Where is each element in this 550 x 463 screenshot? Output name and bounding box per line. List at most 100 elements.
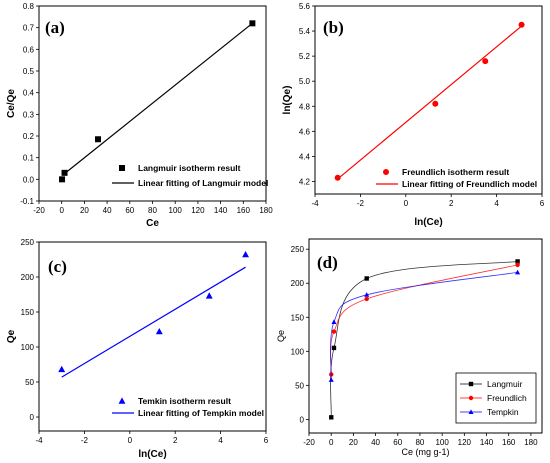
legend-swatch-marker [119, 165, 125, 171]
y-tick-label: 4.6 [299, 127, 311, 136]
y-tick-label: 0.3 [23, 110, 35, 119]
y-axis-label: ln(Qe) [282, 86, 293, 115]
y-tick-label: 0.2 [23, 132, 35, 141]
data-point [155, 328, 163, 335]
series-1 [62, 22, 253, 176]
data-point [334, 174, 341, 181]
y-tick-label: 50 [25, 378, 34, 387]
data-point [205, 292, 213, 299]
y-axis-label: Qe [276, 330, 286, 342]
data-point [329, 415, 334, 420]
legend: Temkin isotherm result Linear fitting of … [112, 396, 264, 418]
x-tick-label: 100 [169, 206, 183, 215]
legend-label: Linear fitting of Langmuir model [138, 178, 268, 188]
x-tick-label: -4 [311, 199, 319, 208]
y-tick-label: 50 [295, 381, 304, 390]
legend-label: Langmuir [487, 379, 523, 389]
series-0 [58, 251, 250, 373]
plot-frame [314, 5, 543, 195]
y-tick-label: 250 [21, 238, 35, 247]
x-tick-label: 180 [259, 206, 273, 215]
y-tick-label: 0.8 [23, 2, 35, 11]
y-tick-label: 150 [291, 313, 305, 322]
fit-line [62, 22, 253, 176]
x-tick-label: 6 [540, 199, 545, 208]
data-point [331, 345, 337, 351]
x-tick-label: 0 [329, 438, 334, 447]
y-tick-label: 100 [291, 347, 305, 356]
series-1 [337, 25, 522, 180]
x-tick-label: 180 [524, 438, 538, 447]
x-axis-label: ln(Ce) [138, 449, 166, 460]
x-tick-label: 20 [80, 206, 89, 215]
y-tick-label: 0.0 [23, 175, 35, 184]
data-point [58, 365, 66, 373]
data-point [515, 269, 521, 275]
series-1 [329, 262, 520, 377]
data-point [364, 292, 370, 297]
y-tick-label: -0.1 [20, 197, 34, 206]
y-axis-label: Ce/Qe [6, 89, 17, 118]
y-axis-label: Qe [6, 329, 17, 343]
y-tick-label: 0.5 [23, 67, 35, 76]
y-tick-label: 0 [30, 413, 35, 422]
data-point [364, 296, 369, 302]
x-tick-label: 0 [128, 436, 133, 445]
x-tick-label: 0 [404, 199, 409, 208]
fit-line [337, 25, 522, 180]
y-tick-label: 200 [291, 279, 305, 288]
x-tick-label: -20 [33, 206, 45, 215]
y-tick-label: 200 [21, 273, 35, 282]
legend-swatch-marker [383, 169, 389, 175]
legend: Langmuir isotherm result Linear fitting o… [112, 163, 268, 188]
data-point [518, 21, 525, 28]
y-tick-label: 100 [21, 343, 35, 352]
x-tick-label: 140 [214, 206, 228, 215]
y-tick-label: 0.4 [23, 89, 35, 98]
y-tick-label: 4.8 [299, 102, 311, 111]
data-point [364, 276, 369, 281]
series-2 [328, 269, 521, 382]
series-0 [334, 21, 525, 181]
y-tick-label: 0.7 [23, 24, 35, 33]
legend-label: Temkin isotherm result [138, 396, 231, 406]
chart-panel-3: -20 0 20 40 60 80 100 120 140 160 180 0 50 100 150 200 2… [276, 238, 543, 457]
legend: Langmuir Freundlich Tempkin [460, 379, 527, 417]
chart-panel-0: -20 0 20 40 60 80 100 120 140 160 180 -0.1 0.0 0.1 0.2… [6, 2, 273, 229]
data-point [242, 251, 250, 258]
x-tick-label: 100 [435, 438, 449, 447]
y-tick-label: 5.6 [299, 2, 311, 11]
x-tick-label: 60 [125, 206, 134, 215]
plot-frame [308, 238, 543, 434]
data-point [432, 100, 439, 107]
data-point [61, 169, 68, 176]
legend: Freundlich isotherm result Linear fitting… [376, 167, 537, 189]
plot-frame [38, 241, 267, 432]
chart-panel-2: -4 -2 0 2 4 6 0 50 100 150 200 250 ln(Ce) Qe (c) Temkin… [6, 238, 269, 460]
panel-label: (b) [323, 18, 344, 37]
chart-panel-1: -4 -2 0 2 4 6 4.2 4.4 4.6 4.8 5.0 5.2 5.4 5.6 ln(Ce) ln… [282, 2, 545, 228]
x-tick-label: 120 [191, 206, 205, 215]
panel-label: (c) [48, 257, 67, 276]
x-tick-label: 80 [148, 206, 157, 215]
series-line [330, 271, 518, 380]
x-tick-label: 160 [237, 206, 251, 215]
legend-label: Linear fitting of Tempkin model [138, 408, 264, 418]
y-tick-label: 0.6 [23, 45, 35, 54]
x-tick-label: 40 [371, 438, 380, 447]
data-point [515, 259, 520, 264]
x-axis-label: ln(Ce) [414, 217, 442, 228]
x-tick-label: -2 [81, 436, 89, 445]
x-tick-label: 4 [494, 199, 499, 208]
panel-label: (a) [45, 18, 65, 37]
y-tick-label: 4.4 [299, 152, 311, 161]
series-1 [61, 266, 246, 378]
x-tick-label: 4 [218, 436, 223, 445]
x-tick-label: 120 [458, 438, 472, 447]
legend-swatch-marker [118, 397, 126, 404]
y-tick-label: 250 [291, 245, 305, 254]
legend-label: Tempkin [487, 407, 519, 417]
y-tick-label: 0.1 [23, 154, 35, 163]
x-tick-label: 6 [264, 436, 269, 445]
